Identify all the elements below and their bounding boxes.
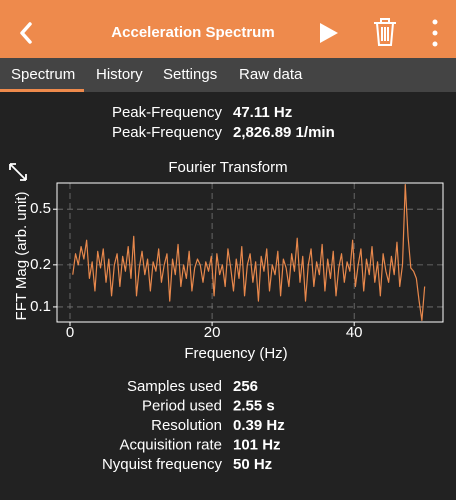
peak-label: Peak-Frequency	[112, 124, 223, 141]
delete-button[interactable]	[374, 18, 396, 46]
stat-value: 50 Hz	[233, 456, 272, 473]
play-button[interactable]	[320, 23, 338, 43]
stat-value: 0.39 Hz	[233, 417, 285, 434]
x-tick-label: 20	[204, 324, 221, 341]
stat-value: 101 Hz	[233, 436, 281, 453]
tab-bar	[0, 58, 456, 92]
spectrum-line	[72, 184, 426, 322]
chart-title: Fourier Transform	[168, 159, 287, 176]
stat-label: Period used	[142, 397, 222, 414]
y-tick-label: 0.1	[30, 298, 51, 315]
peak-value: 47.11 Hz	[233, 104, 292, 121]
stat-value: 2.55 s	[233, 397, 275, 414]
x-tick-label: 40	[346, 324, 363, 341]
peak-value: 2,826.89 1/min	[233, 124, 335, 141]
x-axis-label: Frequency (Hz)	[184, 345, 287, 362]
menu-button[interactable]	[432, 19, 438, 47]
stat-label: Samples used	[127, 378, 222, 395]
stat-label: Resolution	[151, 417, 222, 434]
plot-frame	[56, 182, 444, 323]
x-tick-label: 0	[66, 324, 74, 341]
y-tick-label: 0.5	[30, 200, 51, 217]
peak-label: Peak-Frequency	[112, 104, 223, 121]
back-button[interactable]	[20, 22, 32, 44]
expand-icon[interactable]	[9, 163, 27, 181]
stat-label: Acquisition rate	[119, 436, 222, 453]
tab-indicator	[0, 89, 84, 92]
y-axis-label: FFT Mag (arb. unit)	[13, 192, 30, 321]
stat-value: 256	[233, 378, 258, 395]
stat-label: Nyquist frequency	[102, 456, 223, 473]
y-tick-label: 0.2	[30, 256, 51, 273]
app-bar	[0, 0, 456, 58]
app-title: Acceleration Spectrum	[111, 24, 274, 41]
tab[interactable]: Spectrum	[11, 66, 75, 83]
tab[interactable]: History	[96, 66, 143, 83]
tab[interactable]: Settings	[163, 66, 217, 83]
tab[interactable]: Raw data	[239, 66, 303, 83]
